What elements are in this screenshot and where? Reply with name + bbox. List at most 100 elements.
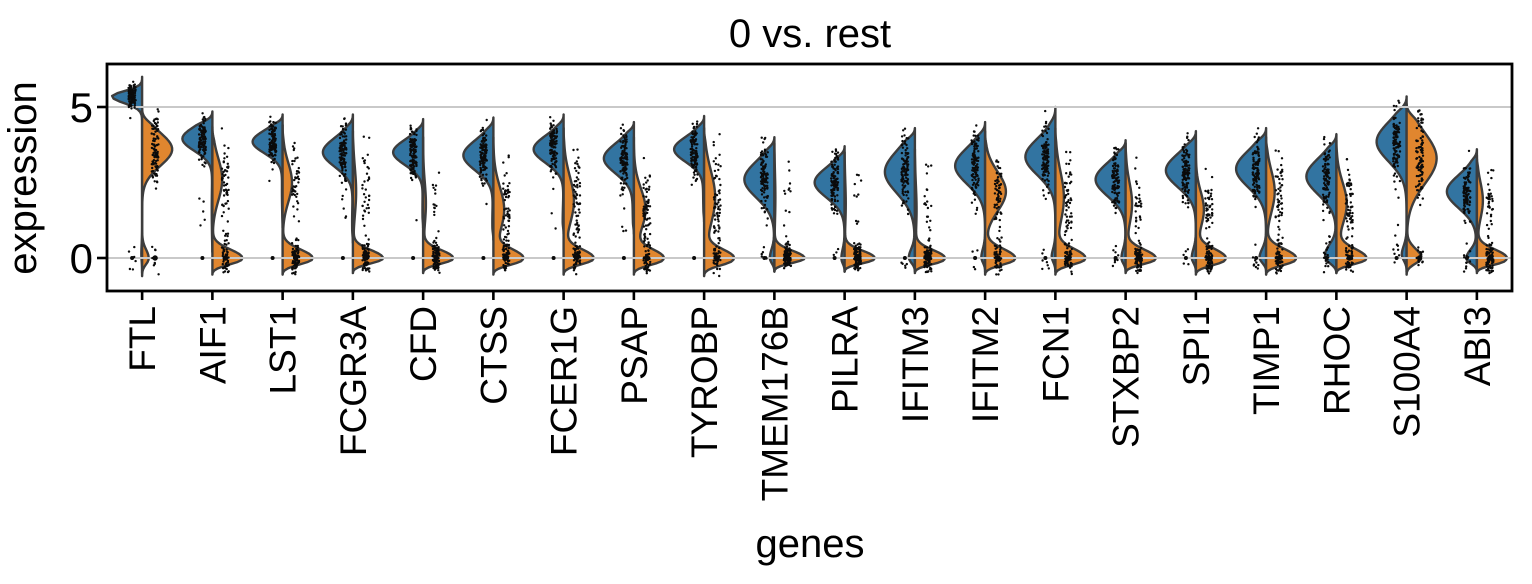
points-TYROBP-rest — [712, 133, 722, 278]
jitter-points-layer — [127, 80, 1495, 278]
points-FCER1G-rest — [572, 148, 582, 276]
points-ABI3-rest — [1485, 168, 1495, 275]
violin-TMEM176B-0 — [743, 136, 776, 273]
points-FCGR3A-g0 — [338, 117, 348, 260]
points-PSAP-g0 — [619, 123, 629, 260]
violin-ABI3-0 — [1445, 148, 1479, 273]
points-FCGR3A-rest — [361, 135, 371, 273]
violin-LST1-rest — [281, 123, 314, 276]
x-tick-label-PILRA: PILRA — [825, 306, 866, 413]
violin-STXBP2-rest — [1124, 142, 1157, 275]
points-PILRA-g0 — [830, 148, 840, 260]
violin-FCER1G-0 — [532, 113, 565, 236]
x-tick-label-RHOC: RHOC — [1316, 306, 1357, 415]
violin-IFITM3-rest — [913, 148, 947, 275]
violin-FCGR3A-0 — [321, 113, 355, 245]
x-tick-label-LST1: LST1 — [263, 306, 304, 394]
axes-frame — [105, 62, 1514, 293]
x-tick-label-TYROBP: TYROBP — [684, 306, 725, 458]
points-LST1-g0 — [268, 115, 278, 260]
points-LST1-rest — [290, 141, 301, 276]
violin-FCN1-0 — [1024, 105, 1057, 273]
points-AIF1-rest — [220, 127, 230, 274]
points-IFITM3-rest — [923, 163, 933, 274]
violin-TYROBP-0 — [672, 114, 706, 223]
violin-CTSS-0 — [462, 116, 495, 242]
x-tick-label-SPI1: SPI1 — [1176, 306, 1217, 386]
x-tick-label-TIMP1: TIMP1 — [1246, 306, 1287, 415]
points-CTSS-rest — [501, 154, 511, 272]
axes-frame-layer — [97, 62, 1514, 300]
points-IFITM3-g0 — [900, 127, 910, 269]
violin-SPI1-0 — [1164, 129, 1198, 273]
violin-RHOC-0 — [1305, 132, 1338, 275]
points-TMEM176B-rest — [782, 160, 793, 270]
points-FCN1-g0 — [1040, 109, 1051, 271]
violin-CFD-rest — [421, 136, 455, 275]
points-S100A4-rest — [1414, 109, 1425, 267]
violin-FTL-rest — [140, 107, 174, 278]
x-tick-label-FCN1: FCN1 — [1035, 306, 1076, 403]
points-IFITM2-g0 — [970, 124, 980, 271]
violin-AIF1-0 — [181, 110, 214, 254]
points-CFD-g0 — [408, 124, 418, 260]
points-FCN1-rest — [1063, 150, 1074, 276]
x-tick-label-IFITM2: IFITM2 — [965, 306, 1006, 423]
y-tick-label-5: 5 — [70, 84, 93, 131]
points-S100A4-g0 — [1392, 99, 1402, 264]
violin-FCER1G-rest — [562, 126, 595, 276]
x-axis-label: genes — [756, 522, 865, 566]
points-AIF1-g0 — [197, 112, 207, 260]
points-RHOC-g0 — [1321, 135, 1332, 274]
violin-PILRA-rest — [843, 151, 876, 273]
points-CFD-rest — [431, 171, 441, 274]
points-STXBP2-g0 — [1111, 146, 1121, 268]
points-TIMP1-g0 — [1251, 127, 1261, 270]
violin-TIMP1-0 — [1234, 126, 1268, 273]
y-tick-label-0: 0 — [70, 235, 93, 282]
points-SPI1-rest — [1204, 167, 1214, 275]
x-tick-labels-layer: FTL AIF1 LST1 FCGR3A CFD CTSS FCER1G PSAP TYROBP… — [122, 306, 1498, 502]
x-tick-label-FTL: FTL — [122, 306, 163, 372]
x-tick-label-CFD: CFD — [403, 306, 444, 382]
x-tick-label-FCGR3A: FCGR3A — [333, 306, 374, 456]
points-FTL-rest — [150, 108, 160, 276]
points-TIMP1-rest — [1274, 149, 1284, 275]
x-tick-label-AIF1: AIF1 — [192, 306, 233, 384]
violin-FCN1-rest — [1054, 126, 1087, 276]
points-SPI1-g0 — [1181, 132, 1191, 266]
x-tick-label-CTSS: CTSS — [473, 306, 514, 405]
points-TYROBP-g0 — [689, 120, 699, 260]
x-tick-label-PSAP: PSAP — [614, 306, 655, 405]
x-tick-label-FCER1G: FCER1G — [544, 306, 585, 456]
x-tick-label-TMEM176B: TMEM176B — [754, 306, 795, 501]
points-PILRA-rest — [853, 173, 863, 272]
points-PSAP-rest — [642, 156, 652, 275]
points-STXBP2-rest — [1134, 156, 1144, 275]
violin-LST1-0 — [251, 113, 284, 229]
violin-IFITM2-rest — [983, 129, 1017, 276]
points-RHOC-rest — [1344, 158, 1355, 273]
chart-title: 0 vs. rest — [729, 12, 891, 56]
violin-CTSS-rest — [492, 136, 525, 276]
violin-TIMP1-rest — [1264, 136, 1298, 276]
x-tick-label-ABI3: ABI3 — [1457, 306, 1498, 386]
points-IFITM2-rest — [993, 159, 1003, 276]
points-ABI3-g0 — [1462, 149, 1472, 273]
y-axis-label: expression — [1, 81, 45, 274]
violin-IFITM3-0 — [883, 126, 917, 273]
violin-IFITM2-0 — [953, 120, 987, 273]
violin-PSAP-0 — [602, 120, 636, 236]
violin-STXBP2-0 — [1094, 139, 1127, 273]
violin-S100A4-0 — [1375, 95, 1408, 273]
x-tick-label-IFITM3: IFITM3 — [895, 306, 936, 423]
points-FTL-g0 — [127, 80, 137, 271]
points-CTSS-g0 — [478, 118, 488, 260]
violin-PILRA-0 — [813, 145, 846, 273]
violin-CFD-0 — [391, 117, 425, 229]
violin-RHOC-rest — [1335, 139, 1368, 275]
points-TMEM176B-g0 — [759, 136, 769, 260]
static-text-layer: 0 vs. rest 5 0 expression genes — [1, 12, 891, 566]
